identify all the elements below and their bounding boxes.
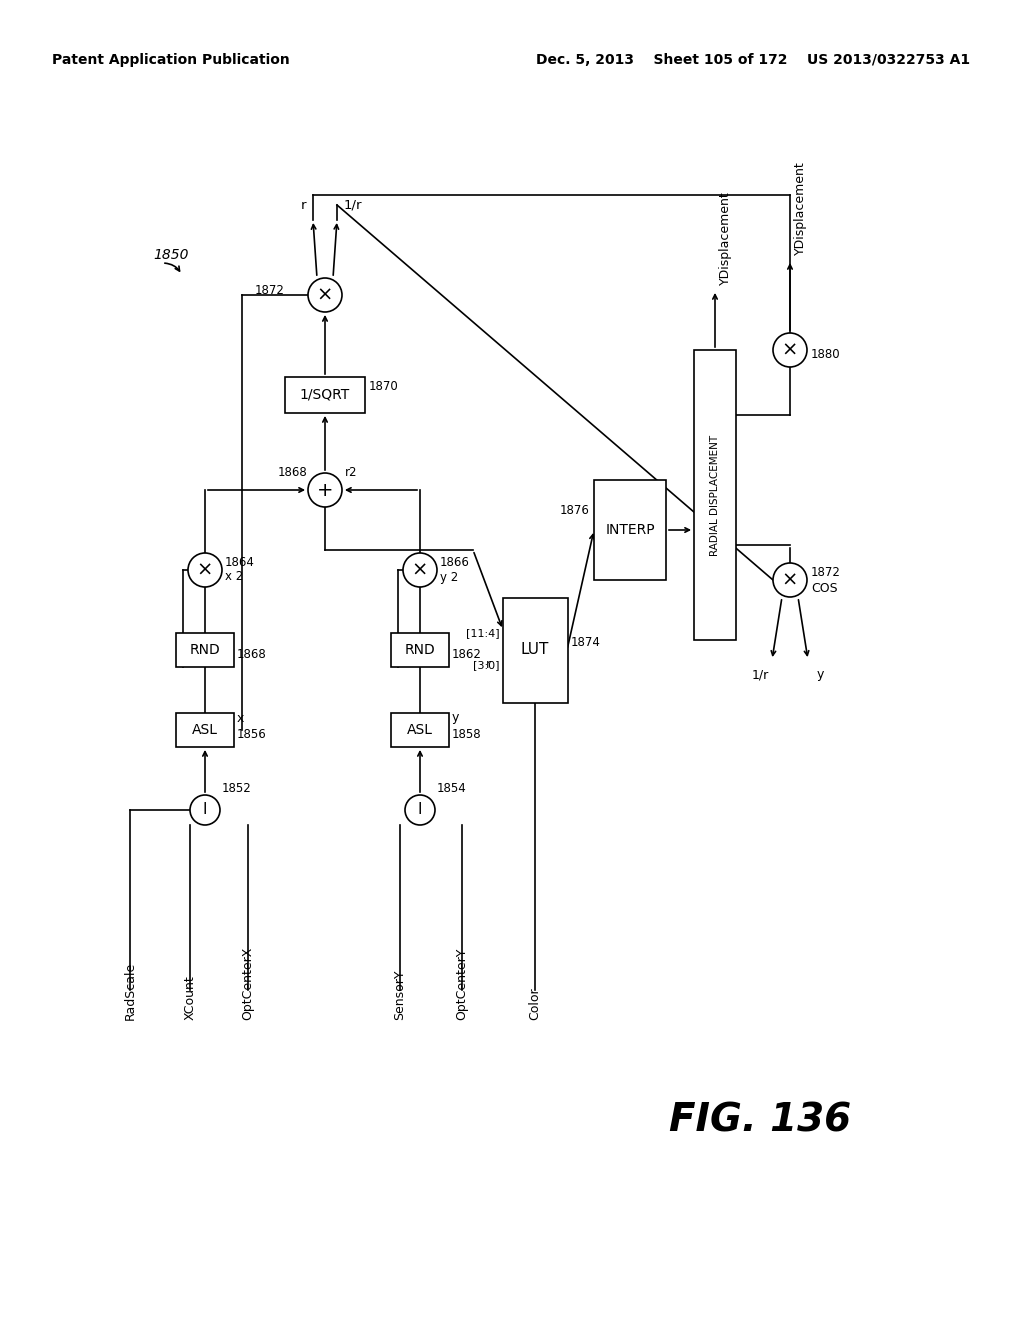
Text: 1868: 1868 xyxy=(278,466,308,479)
Text: Patent Application Publication: Patent Application Publication xyxy=(52,53,290,67)
Text: RND: RND xyxy=(189,643,220,657)
Circle shape xyxy=(403,553,437,587)
Text: 1866: 1866 xyxy=(440,556,470,569)
Text: 1850: 1850 xyxy=(153,248,188,261)
Text: r: r xyxy=(485,659,490,672)
Text: SensorY: SensorY xyxy=(393,969,407,1020)
Text: ×: × xyxy=(412,561,428,579)
Text: 1852: 1852 xyxy=(222,781,252,795)
Bar xyxy=(391,634,449,667)
Bar xyxy=(694,350,736,640)
Bar xyxy=(594,480,666,579)
Bar xyxy=(176,634,234,667)
Text: RadScale: RadScale xyxy=(124,962,136,1020)
Text: y 2: y 2 xyxy=(440,570,459,583)
Text: I: I xyxy=(203,803,207,817)
Text: COS: COS xyxy=(811,582,838,594)
Circle shape xyxy=(188,553,222,587)
Circle shape xyxy=(308,279,342,312)
Circle shape xyxy=(773,333,807,367)
Circle shape xyxy=(406,795,435,825)
Text: 1858: 1858 xyxy=(452,729,481,742)
Text: I: I xyxy=(418,803,422,817)
Text: 1872: 1872 xyxy=(255,284,285,297)
Text: ×: × xyxy=(197,561,213,579)
Text: y: y xyxy=(816,668,823,681)
Text: XCount: XCount xyxy=(183,975,197,1020)
Text: x 2: x 2 xyxy=(225,570,244,583)
Text: ASL: ASL xyxy=(407,723,433,737)
Text: 1862: 1862 xyxy=(452,648,482,661)
Bar xyxy=(285,378,365,413)
Text: OptCenterX: OptCenterX xyxy=(242,946,255,1020)
Text: y: y xyxy=(452,711,460,725)
Text: [11:4]: [11:4] xyxy=(466,628,500,638)
Text: x: x xyxy=(237,711,245,725)
Text: RADIAL DISPLACEMENT: RADIAL DISPLACEMENT xyxy=(710,434,720,556)
Text: Dec. 5, 2013    Sheet 105 of 172    US 2013/0322753 A1: Dec. 5, 2013 Sheet 105 of 172 US 2013/03… xyxy=(536,53,970,67)
Text: INTERP: INTERP xyxy=(605,523,654,537)
Text: YDisplacement: YDisplacement xyxy=(719,191,732,285)
Text: 1872: 1872 xyxy=(811,565,841,578)
Text: 1/SQRT: 1/SQRT xyxy=(300,388,350,403)
Text: r2: r2 xyxy=(345,466,357,479)
Text: r: r xyxy=(300,199,306,213)
Text: 1864: 1864 xyxy=(225,556,255,569)
Text: YDisplacement: YDisplacement xyxy=(794,161,807,255)
Text: RND: RND xyxy=(404,643,435,657)
Circle shape xyxy=(190,795,220,825)
Text: 1876: 1876 xyxy=(560,503,590,516)
Text: 1856: 1856 xyxy=(237,729,266,742)
Text: 1870: 1870 xyxy=(369,380,398,393)
Text: ×: × xyxy=(781,341,798,359)
Text: Color: Color xyxy=(528,987,542,1020)
Text: LUT: LUT xyxy=(521,643,549,657)
Text: +: + xyxy=(316,480,333,499)
Text: 1/r: 1/r xyxy=(344,199,362,213)
Bar xyxy=(503,598,567,702)
Circle shape xyxy=(773,564,807,597)
Text: OptCenterY: OptCenterY xyxy=(456,948,469,1020)
Text: 1868: 1868 xyxy=(237,648,266,661)
Text: ASL: ASL xyxy=(193,723,218,737)
Circle shape xyxy=(308,473,342,507)
Text: ×: × xyxy=(316,285,333,305)
Bar xyxy=(176,713,234,747)
Text: 1/r: 1/r xyxy=(752,668,769,681)
Text: [3:0]: [3:0] xyxy=(473,660,500,671)
Bar xyxy=(391,713,449,747)
Text: 1854: 1854 xyxy=(437,781,467,795)
Text: 1880: 1880 xyxy=(811,348,841,362)
Text: 1874: 1874 xyxy=(571,635,601,648)
Text: ×: × xyxy=(781,570,798,590)
Text: FIG. 136: FIG. 136 xyxy=(669,1101,851,1139)
